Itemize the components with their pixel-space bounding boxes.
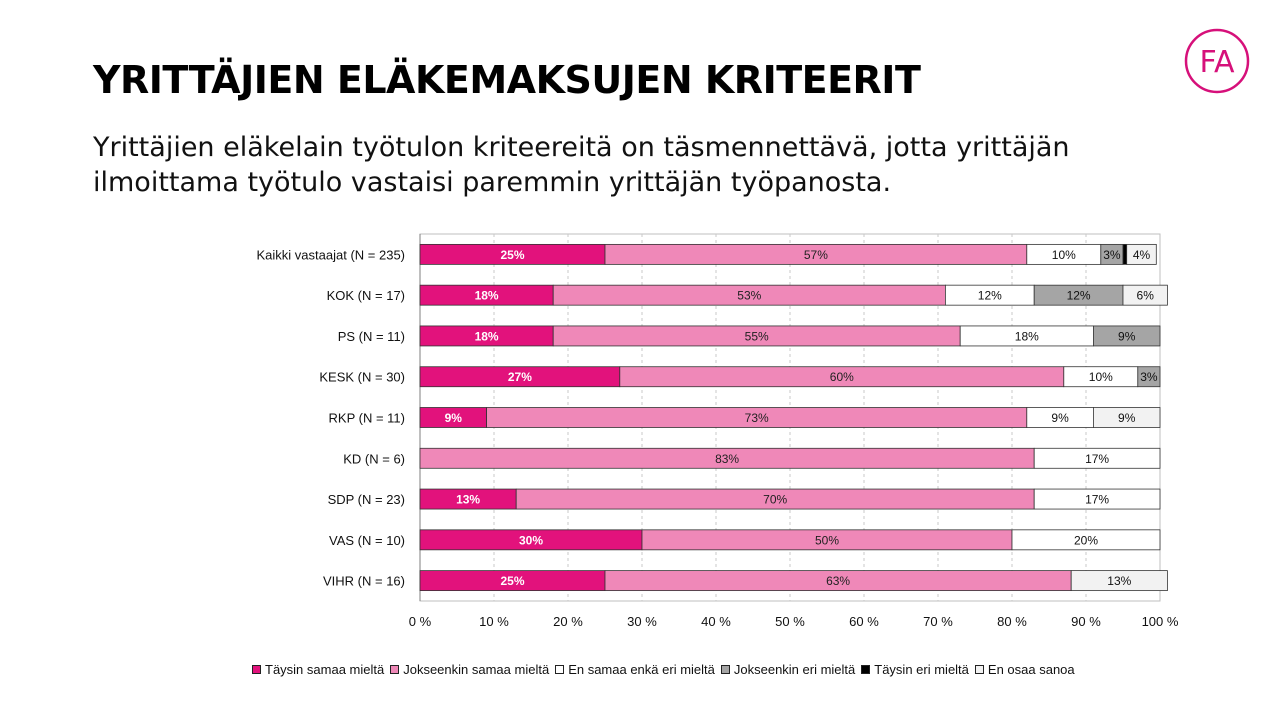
bar-segment	[1033, 488, 1161, 510]
data-label: 83%	[715, 452, 739, 466]
data-label: 3%	[1103, 248, 1121, 262]
bar-segment	[1122, 284, 1168, 306]
bar-segment	[1011, 529, 1161, 551]
data-label: 27%	[508, 370, 532, 384]
legend-label: En samaa enkä eri mieltä	[568, 662, 715, 677]
data-label: 18%	[475, 289, 499, 303]
bar-segment	[1070, 570, 1168, 592]
data-label: 63%	[826, 574, 850, 588]
data-label: 18%	[1015, 329, 1039, 343]
x-tick-label: 100 %	[1142, 614, 1179, 629]
x-tick-label: 40 %	[701, 614, 731, 629]
category-label: PS (N = 11)	[338, 329, 405, 344]
bar-segment	[1126, 243, 1157, 265]
data-label: 9%	[1118, 329, 1136, 343]
data-label: 13%	[456, 493, 480, 507]
x-tick-label: 10 %	[479, 614, 509, 629]
legend-item: En samaa enkä eri mieltä	[555, 662, 715, 677]
legend-label: Täysin eri mieltä	[874, 662, 969, 677]
data-label: 73%	[745, 411, 769, 425]
category-label: VIHR (N = 16)	[323, 574, 405, 589]
data-label: 53%	[737, 289, 761, 303]
data-label: 10%	[1089, 370, 1113, 384]
data-label: 25%	[500, 248, 524, 262]
legend-label: Jokseenkin eri mieltä	[733, 662, 856, 677]
bar-segment	[1122, 243, 1128, 265]
legend-swatch	[720, 665, 730, 674]
data-label: 10%	[1052, 248, 1076, 262]
data-label: 9%	[445, 411, 463, 425]
bar-segment	[1093, 325, 1161, 347]
chart-legend: Täysin samaa mieltä Jokseenkin samaa miel…	[252, 662, 1081, 677]
legend-swatch	[974, 665, 984, 674]
logo-circle	[1184, 28, 1250, 94]
slide-subtitle: Yrittäjien eläkelain työtulon kriteereit…	[93, 132, 1070, 198]
data-label: 4%	[1133, 248, 1151, 262]
category-label: KD (N = 6)	[343, 451, 405, 466]
data-label: 50%	[815, 533, 839, 547]
legend-swatch	[252, 665, 261, 674]
data-label: 3%	[1140, 370, 1158, 384]
slide-title: YRITTÄJIEN ELÄKEMAKSUJEN KRITEERIT	[93, 58, 921, 102]
legend-item: Jokseenkin samaa mieltä	[390, 662, 549, 677]
data-label: 9%	[1118, 411, 1136, 425]
legend-label: En osaa sanoa	[987, 662, 1075, 677]
data-label: 60%	[830, 370, 854, 384]
data-label: 17%	[1085, 452, 1109, 466]
data-label: 12%	[978, 289, 1002, 303]
data-label: 30%	[519, 533, 543, 547]
data-label: 18%	[475, 329, 499, 343]
logo-text: FA	[1199, 45, 1235, 80]
data-label: 12%	[1067, 289, 1091, 303]
legend-swatch	[861, 665, 871, 674]
bar-segment	[1033, 447, 1161, 469]
data-label: 17%	[1085, 493, 1109, 507]
legend-swatch	[555, 665, 565, 674]
data-label: 20%	[1074, 533, 1098, 547]
bar-segment	[1093, 407, 1161, 428]
x-tick-label: 50 %	[775, 614, 805, 629]
category-label: Kaikki vastaajat (N = 235)	[257, 247, 405, 262]
data-label: 25%	[500, 574, 524, 588]
legend-label: Täysin samaa mieltä	[265, 662, 385, 677]
legend-item: En osaa sanoa	[974, 662, 1075, 677]
legend-label: Jokseenkin samaa mieltä	[403, 662, 550, 677]
x-tick-label: 70 %	[923, 614, 953, 629]
data-label: 9%	[1051, 411, 1069, 425]
data-label: 70%	[763, 493, 787, 507]
category-label: SDP (N = 23)	[328, 492, 405, 507]
category-label: KOK (N = 17)	[327, 288, 405, 303]
fa-logo: FA	[1184, 28, 1250, 94]
category-label: KESK (N = 30)	[319, 370, 405, 385]
legend-item: Täysin samaa mieltä	[252, 662, 384, 677]
bar-segment	[1137, 366, 1161, 388]
data-label: 55%	[745, 329, 769, 343]
x-tick-label: 20 %	[553, 614, 583, 629]
legend-item: Jokseenkin eri mieltä	[720, 662, 856, 677]
x-tick-label: 0 %	[409, 614, 432, 629]
x-tick-label: 30 %	[627, 614, 657, 629]
x-tick-label: 60 %	[849, 614, 879, 629]
data-label: 6%	[1137, 289, 1155, 303]
x-tick-label: 80 %	[997, 614, 1027, 629]
category-label: RKP (N = 11)	[329, 411, 405, 426]
legend-item: Täysin eri mieltä	[861, 662, 969, 677]
legend-swatch	[390, 665, 400, 674]
data-label: 13%	[1107, 574, 1131, 588]
x-tick-label: 90 %	[1071, 614, 1101, 629]
data-label: 57%	[804, 248, 828, 262]
category-label: VAS (N = 10)	[329, 533, 405, 548]
